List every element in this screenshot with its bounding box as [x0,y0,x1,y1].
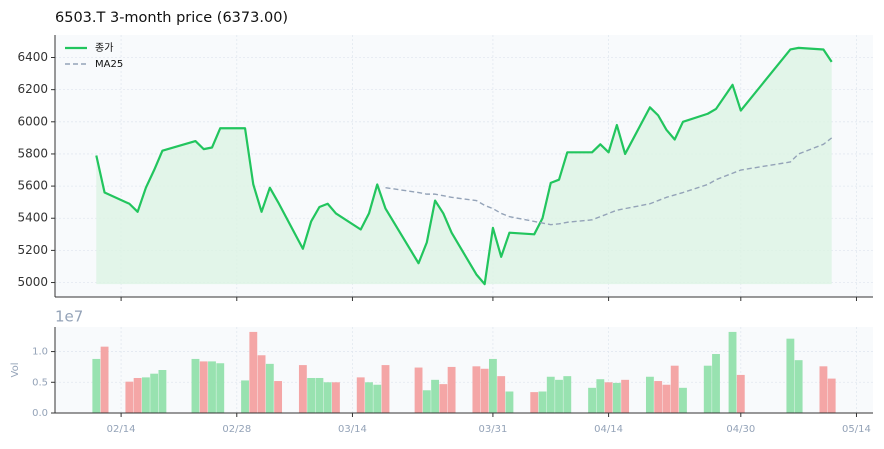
volume-bar [736,374,745,413]
volume-bar [158,370,167,413]
chart-title: 6503.T 3-month price (6373.00) [55,10,288,26]
volume-bar [472,366,481,413]
y-tick-label: 5000 [17,275,48,289]
volume-bar [588,387,596,413]
y-tick-label: 5200 [17,243,48,257]
y-tick-label: 1.0 [32,347,48,358]
y-tick-label: 5800 [17,146,48,160]
y-tick-label: 0.0 [32,408,48,419]
y-tick-label: 0.5 [32,377,48,388]
volume-bar [414,367,423,413]
volume-bar [794,360,803,413]
volume-bar [505,391,514,413]
volume-bar [315,377,324,413]
volume-bar [208,361,216,413]
volume-bar [530,392,539,413]
volume-bar [373,384,382,413]
y-tick-label: 5400 [17,211,48,225]
line [385,137,833,226]
volume-bar [827,378,836,413]
volume-bar [323,382,332,413]
volume-bar [612,382,621,413]
volume-bar [654,381,663,413]
volume-bar [563,376,572,413]
legend-label: MA25 [95,59,123,70]
volume-bar [786,338,795,413]
volume-bar [216,363,225,413]
line [95,46,833,286]
volume-bar [125,381,134,413]
volume-bar [422,390,431,413]
volume-bar [241,380,249,413]
volume-plot-area [55,327,873,413]
volume-bar [257,355,266,413]
y-tick-label: 6000 [17,114,48,128]
volume-bar [141,377,150,413]
area [96,47,832,285]
volume-bar [100,346,109,413]
volume-bar [662,384,671,413]
volume-bar [546,376,555,413]
volume-bar [488,358,497,413]
x-tick-label: 02/28 [222,424,251,435]
volume-bar [480,368,489,413]
volume-bar [447,366,456,413]
y-axis-label: Vol [10,363,21,378]
offset-label: 1e7 [55,308,83,326]
legend-label: 종가 [95,42,113,54]
volume-bar [679,387,687,413]
volume-bar [265,363,274,413]
volume-bar [497,376,506,413]
x-tick-label: 05/14 [842,424,871,435]
volume-bar [703,365,712,413]
y-tick-label: 6200 [17,82,48,96]
volume-bar [332,382,340,413]
volume-bar [431,379,440,413]
volume-bar [274,381,283,413]
volume-bar [365,382,373,413]
volume-bar [356,377,365,413]
volume-bar [191,358,200,413]
volume-bar [712,354,720,413]
volume-bar [670,365,679,413]
volume-bar [728,331,737,413]
volume-bar [133,377,142,413]
y-tick-label: 6400 [17,50,48,64]
volume-bar [538,391,547,413]
volume-bar [645,376,654,413]
x-tick-label: 02/14 [107,424,136,435]
volume-bar [555,379,563,413]
volume-bar [819,366,828,413]
y-tick-label: 5600 [17,179,48,193]
volume-bar [604,382,613,413]
volume-bar [92,358,101,413]
volume-bar [596,379,605,413]
volume-bar [150,373,159,413]
x-tick-label: 04/30 [726,424,755,435]
x-tick-label: 04/14 [594,424,623,435]
x-tick-label: 03/14 [338,424,367,435]
volume-bar [199,361,208,413]
volume-bar [381,365,390,413]
volume-bar [249,331,258,413]
volume-bar [621,379,630,413]
volume-bar [439,384,448,413]
volume-bar [307,377,316,413]
x-tick-label: 03/31 [479,424,508,435]
volume-bar [298,365,307,413]
